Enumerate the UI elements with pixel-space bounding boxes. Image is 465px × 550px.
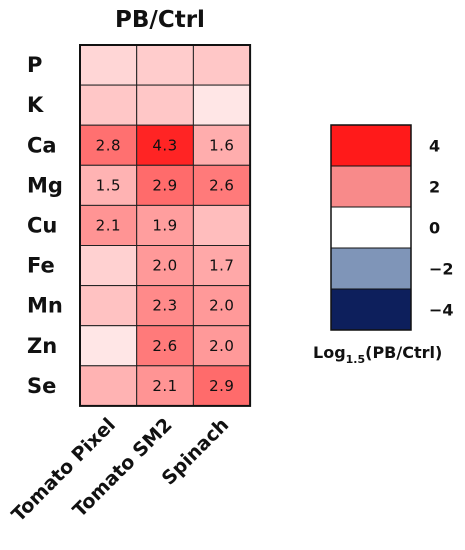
heatmap-cell	[79, 325, 138, 367]
legend-swatch	[330, 124, 412, 167]
column-label: Tomato SM2	[69, 414, 177, 522]
cell-value-label: 1.7	[209, 257, 234, 275]
cell-value-label: 2.8	[96, 136, 121, 154]
heatmap-cell	[192, 124, 251, 166]
cell-value-label: 1.6	[209, 136, 234, 154]
heatmap-cell	[136, 124, 194, 166]
cell-value-label: 2.9	[152, 176, 177, 194]
row-label: Fe	[27, 254, 55, 278]
row-label: Mg	[27, 173, 63, 197]
row-label: Se	[27, 374, 56, 398]
cell-value-label: 2.6	[209, 176, 234, 194]
row-label: Ca	[27, 133, 57, 157]
heatmap-cell	[79, 365, 138, 407]
heatmap-cell	[192, 204, 251, 246]
cell-value-label: 2.0	[152, 257, 177, 275]
chart-title: PB/Ctrl	[115, 7, 205, 33]
heatmap-cell	[136, 84, 194, 126]
legend-tick-label: −2	[429, 260, 454, 279]
cell-value-label: 2.1	[96, 216, 121, 234]
heatmap-cell	[192, 325, 251, 367]
legend-swatch	[330, 165, 412, 208]
cell-value-label: 1.5	[96, 176, 121, 194]
legend-swatch	[330, 288, 412, 331]
row-label: P	[27, 53, 42, 77]
cell-value-label: 2.0	[209, 297, 234, 315]
cell-value-label: 2.1	[152, 377, 177, 395]
heatmap-cell	[192, 164, 251, 206]
row-labels: PK Ca Mg Cu Fe Mn Zn Se	[27, 53, 63, 398]
legend-tick-label: −4	[429, 301, 454, 320]
legend-title-rest: (PB/Ctrl)	[365, 343, 442, 362]
legend-tick-label: 0	[429, 219, 440, 238]
heatmap-cell	[192, 44, 251, 86]
heatmap-cell	[136, 204, 194, 246]
cell-value-label: 1.9	[152, 216, 177, 234]
row-label: Cu	[27, 213, 57, 237]
heatmap-cell	[79, 285, 138, 327]
cell-value-label: 4.3	[152, 136, 177, 154]
cell-value-label: 2.0	[209, 337, 234, 355]
cell-value-label: 2.6	[152, 337, 177, 355]
color-legend: 4 2 0 −2 −4	[330, 124, 454, 331]
heatmap-cell	[192, 285, 251, 327]
heatmap-border	[79, 44, 252, 407]
row-label: Mn	[27, 294, 63, 318]
legend-title-subscript: 1.5	[346, 353, 366, 366]
legend-tick-label: 4	[429, 137, 440, 156]
row-label: K	[27, 93, 44, 117]
legend-tick-label: 2	[429, 178, 440, 197]
heatmap-cell	[136, 44, 194, 86]
legend-title-base: Log	[313, 343, 346, 362]
row-label: Zn	[27, 334, 57, 358]
legend-swatch	[330, 206, 412, 249]
legend-swatch	[330, 247, 412, 290]
heatmap-cell	[192, 245, 251, 287]
heatmap-cell	[79, 44, 138, 86]
heatmap-cell	[192, 365, 251, 407]
heatmap-cell	[79, 84, 138, 126]
cell-value-label: 2.3	[152, 297, 177, 315]
heatmap-cell	[192, 84, 251, 126]
column-label: Tomato Pixel	[7, 414, 119, 526]
heatmap-cell	[79, 245, 138, 287]
legend-title: Log1.5(PB/Ctrl)	[313, 343, 442, 366]
legend-border	[330, 124, 412, 331]
heatmap-cell	[79, 124, 138, 166]
heatmap-cells: 2.8 4.3 1.6 1.5 2.9 2.6 2.1 1.9 2.0 1.7 2.3 2.0 2.6 2…	[79, 44, 252, 407]
cell-value-label: 2.9	[209, 377, 234, 395]
